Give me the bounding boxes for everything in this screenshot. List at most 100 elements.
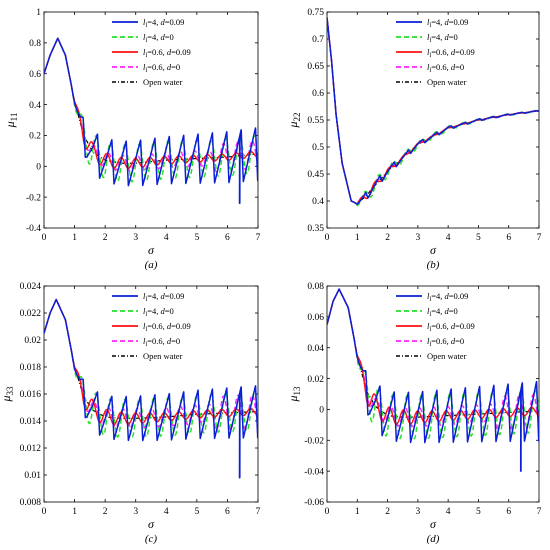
legend-post: =0.09 — [449, 17, 469, 27]
legend-dvar: d — [444, 17, 449, 27]
x-tick-label: 3 — [415, 507, 420, 517]
series-line-4 — [327, 17, 539, 205]
series-group — [44, 298, 258, 479]
panel-2: 0 1 2 3 4 5 6 7 0.35 0.4 0.45 0.5 0.55 0.6 0.65 0.7 0.75… — [286, 8, 542, 271]
y-axis-label-sub: 22 — [292, 112, 302, 121]
legend-post: =0 — [449, 306, 458, 316]
x-tick-label: 5 — [476, 233, 481, 243]
legend-var: l — [143, 306, 146, 316]
legend-dvar: d — [167, 321, 172, 331]
y-tick-label: 0.7 — [312, 35, 324, 45]
series-line-5 — [327, 17, 539, 205]
legend-sub: l — [145, 67, 147, 74]
y-tick-label: -0.04 — [304, 467, 324, 477]
y-tick-label: -0.4 — [26, 224, 41, 234]
x-tick-label: 0 — [42, 233, 47, 243]
y-axis-label: μ11 — [3, 113, 19, 129]
legend-sub: l — [145, 326, 147, 333]
y-tick-label: 0.6 — [29, 70, 41, 80]
legend-var: l — [427, 291, 430, 301]
legend-dvar: d — [451, 336, 456, 346]
y-tick-label: 0.65 — [307, 62, 324, 72]
legend-post: =0 — [171, 62, 180, 72]
x-tick-label: 7 — [537, 507, 542, 517]
legend-entry: ll=0.6, d=0.09 — [427, 321, 475, 333]
y-tick-label: 0.016 — [20, 390, 42, 400]
legend-sub: l — [145, 296, 147, 303]
x-tick-label: 4 — [446, 233, 451, 243]
panel-3: 0 1 2 3 4 5 6 7 0.008 0.01 0.012 0.014 0.016 0.018 0.0… — [0, 282, 261, 545]
legend-var: l — [427, 321, 430, 331]
legend-entry: ll=4, d=0 — [143, 32, 174, 44]
x-tick-label: 4 — [164, 507, 169, 517]
legend-entry: Open water — [143, 351, 183, 361]
y-axis-label-sub: 33 — [5, 386, 15, 396]
legend-dvar: d — [444, 306, 449, 316]
legend-var: l — [427, 47, 430, 57]
y-tick-label: 0.4 — [312, 197, 324, 207]
legend-var: l — [143, 47, 146, 57]
legend-dvar: d — [167, 62, 172, 72]
legend-dvar: d — [451, 47, 456, 57]
legend-entry: Open water — [427, 77, 467, 87]
x-tick-label: 6 — [225, 507, 230, 517]
legend-post: =0 — [171, 336, 180, 346]
legend-mid: =0.6, — [147, 47, 167, 57]
legend-post: =0.09 — [455, 47, 475, 57]
y-tick-label: 0.4 — [29, 101, 41, 111]
x-tick-label: 0 — [325, 233, 330, 243]
y-axis-label-sub: 11 — [9, 113, 19, 122]
legend-mid: =0.6, — [147, 321, 167, 331]
legend-var: l — [427, 306, 430, 316]
series-line-5 — [44, 298, 258, 419]
legend-post: =0 — [165, 32, 174, 42]
legend-text: Open water — [143, 351, 183, 361]
legend-sub: l — [145, 37, 147, 44]
y-tick-label: 0.022 — [20, 309, 42, 319]
legend-sub: l — [429, 52, 431, 59]
legend-post: =0.09 — [455, 321, 475, 331]
legend-entry: ll=4, d=0.09 — [143, 291, 184, 303]
legend-sub: l — [429, 37, 431, 44]
panel-label: (b) — [427, 259, 440, 271]
x-tick-label: 4 — [164, 233, 169, 243]
y-tick-label: 0.01 — [24, 471, 41, 481]
legend-var: l — [427, 336, 430, 346]
y-tick-label: 0.02 — [24, 336, 41, 346]
y-tick-label: 0.55 — [307, 116, 324, 126]
y-tick-label: 0.6 — [312, 89, 324, 99]
y-tick-label: 0.012 — [20, 444, 42, 454]
panel-4: 0 1 2 3 4 5 6 7 -0.06 -0.04 -0.02 0 0.02 0.04 0.06 0.08… — [286, 282, 542, 545]
legend-post: =0.09 — [449, 291, 469, 301]
legend-entry: Open water — [427, 351, 467, 361]
legend-entry: ll=4, d=0.09 — [427, 291, 468, 303]
series-group — [327, 288, 539, 472]
legend-text: Open water — [143, 77, 183, 87]
legend-entry: ll=0.6, d=0 — [427, 62, 464, 74]
legend-var: l — [427, 32, 430, 42]
panel-label: (c) — [145, 533, 158, 545]
y-tick-label: 0.008 — [20, 498, 42, 508]
legend-dvar: d — [167, 47, 172, 57]
legend-var: l — [143, 321, 146, 331]
legend-entry: ll=4, d=0 — [143, 306, 174, 318]
y-axis-label-base: μ — [0, 395, 13, 402]
y-axis-label-base: μ — [3, 121, 17, 128]
series-line-1 — [44, 298, 258, 479]
legend-dvar: d — [167, 336, 172, 346]
legend-var: l — [427, 62, 430, 72]
series-line-1 — [327, 288, 539, 472]
y-tick-label: -0.06 — [304, 498, 324, 508]
plot-frame — [326, 11, 540, 229]
legend-var: l — [143, 62, 146, 72]
x-tick-label: 5 — [194, 233, 199, 243]
legend-sub: l — [145, 341, 147, 348]
x-tick-label: 2 — [385, 233, 390, 243]
legend-entry: ll=4, d=0 — [427, 306, 458, 318]
x-tick-label: 4 — [446, 507, 451, 517]
legend-dvar: d — [160, 306, 165, 316]
x-tick-label: 0 — [325, 507, 330, 517]
